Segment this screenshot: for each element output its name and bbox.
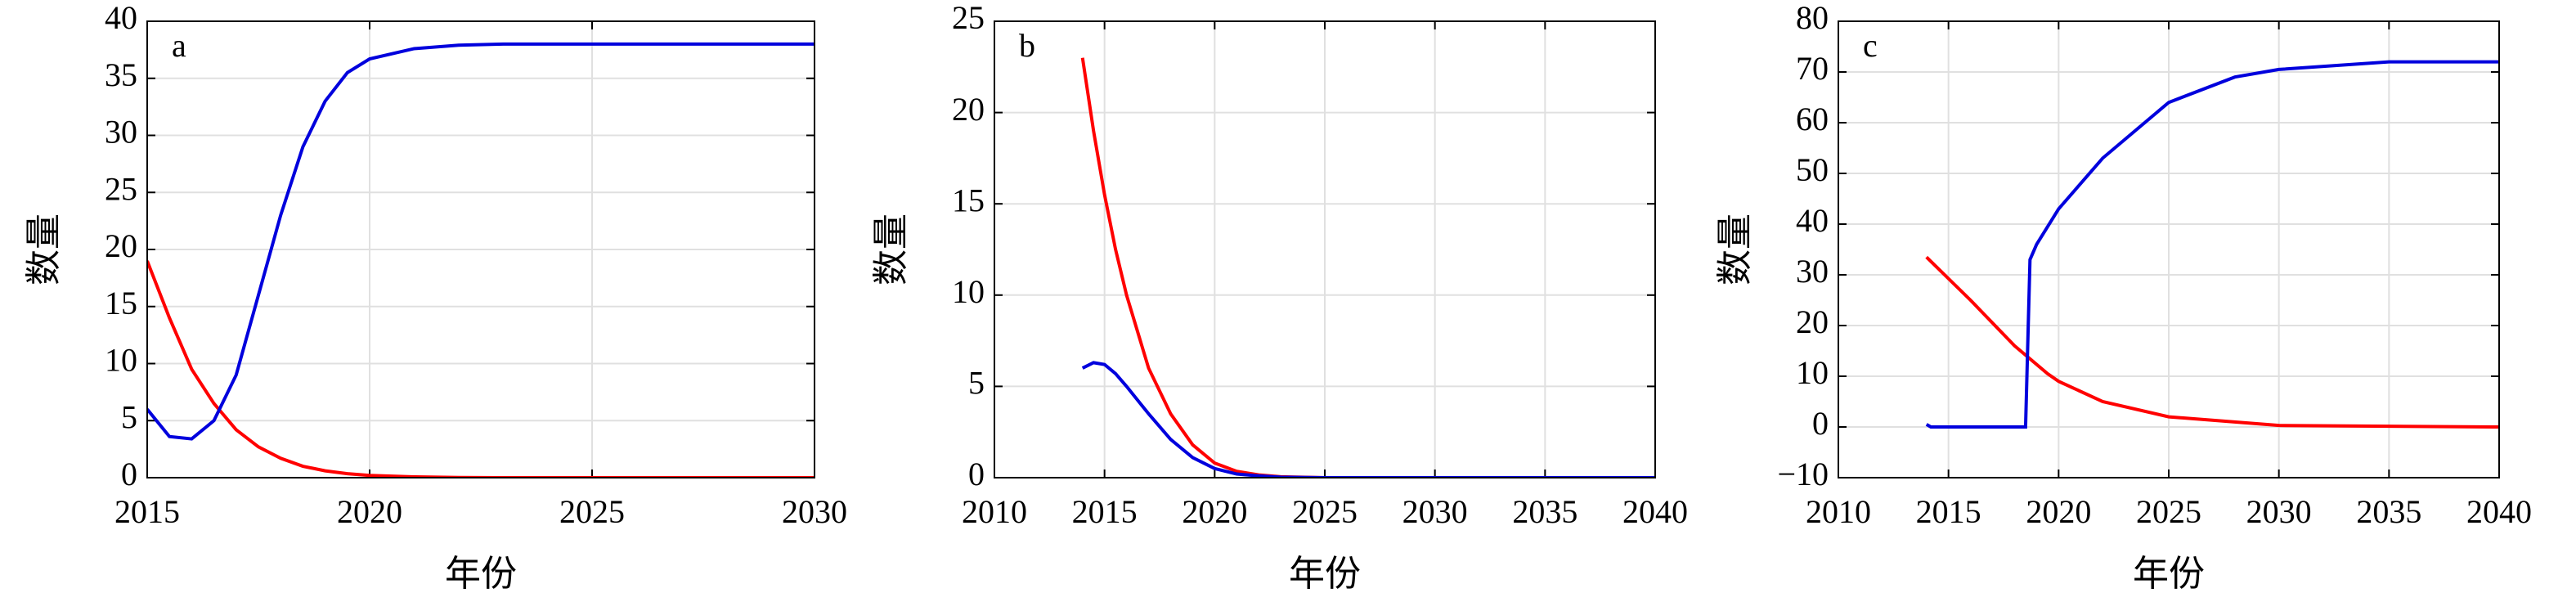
plot-frame bbox=[146, 20, 815, 478]
y-axis-label: 数量 bbox=[1715, 213, 1755, 285]
x-tick-label: 2020 bbox=[1182, 493, 1247, 530]
y-tick-label: 15 bbox=[105, 285, 137, 321]
panel-label: c bbox=[1863, 27, 1878, 64]
y-tick-label: 20 bbox=[952, 91, 985, 128]
y-tick-label: 60 bbox=[1796, 101, 1829, 137]
data-line bbox=[147, 42, 815, 441]
y-axis-label: 数量 bbox=[871, 213, 911, 285]
x-tick-label: 2030 bbox=[782, 493, 847, 530]
x-axis-label: 年份 bbox=[445, 554, 517, 594]
x-tick-label: 2030 bbox=[1402, 493, 1468, 530]
y-tick-label: 50 bbox=[1796, 151, 1829, 188]
y-tick-label: 20 bbox=[105, 227, 137, 264]
x-tick-label: 2025 bbox=[559, 493, 625, 530]
y-tick-label: 40 bbox=[1796, 202, 1829, 239]
x-tick-label: 2035 bbox=[1512, 493, 1577, 530]
panel-label: b bbox=[1019, 27, 1035, 64]
panel-label: a bbox=[172, 27, 186, 64]
x-tick-label: 2015 bbox=[114, 493, 180, 530]
data-line bbox=[1925, 60, 2499, 429]
plot-frame bbox=[1838, 20, 2500, 478]
x-axis-label: 年份 bbox=[1289, 554, 1361, 594]
x-axis-label: 年份 bbox=[2133, 554, 2205, 594]
y-tick-label: 5 bbox=[968, 365, 985, 402]
plot-frame bbox=[994, 20, 1656, 478]
x-tick-label: 2015 bbox=[1916, 493, 1981, 530]
x-tick-label: 2015 bbox=[1072, 493, 1138, 530]
y-tick-label: 5 bbox=[121, 398, 137, 435]
y-tick-label: 30 bbox=[105, 114, 137, 150]
data-line bbox=[1925, 255, 2499, 429]
x-tick-label: 2035 bbox=[2356, 493, 2421, 530]
y-axis-label: 数量 bbox=[24, 213, 64, 285]
y-tick-label: 0 bbox=[1812, 405, 1829, 442]
y-tick-label: −10 bbox=[1777, 456, 1829, 492]
y-tick-label: 70 bbox=[1796, 50, 1829, 87]
y-tick-label: 15 bbox=[952, 182, 985, 218]
y-tick-label: 10 bbox=[1796, 354, 1829, 391]
x-tick-label: 2025 bbox=[2136, 493, 2201, 530]
x-tick-label: 2010 bbox=[962, 493, 1027, 530]
data-line bbox=[1080, 57, 1655, 478]
y-tick-label: 40 bbox=[105, 0, 137, 36]
data-line bbox=[147, 260, 815, 478]
x-tick-label: 2030 bbox=[2246, 493, 2312, 530]
x-tick-label: 2040 bbox=[2466, 493, 2532, 530]
y-tick-label: 30 bbox=[1796, 253, 1829, 290]
x-tick-label: 2020 bbox=[2026, 493, 2091, 530]
x-tick-label: 2025 bbox=[1292, 493, 1358, 530]
y-tick-label: 0 bbox=[121, 456, 137, 492]
x-tick-label: 2040 bbox=[1622, 493, 1688, 530]
y-tick-label: 25 bbox=[105, 170, 137, 207]
y-tick-label: 80 bbox=[1796, 0, 1829, 36]
x-tick-label: 2020 bbox=[337, 493, 402, 530]
y-tick-label: 10 bbox=[105, 342, 137, 379]
y-tick-label: 10 bbox=[952, 273, 985, 310]
y-tick-label: 20 bbox=[1796, 303, 1829, 340]
y-tick-label: 0 bbox=[968, 456, 985, 492]
data-line bbox=[1081, 361, 1655, 478]
y-tick-label: 35 bbox=[105, 56, 137, 93]
x-tick-label: 2010 bbox=[1806, 493, 1871, 530]
y-tick-label: 25 bbox=[952, 0, 985, 36]
